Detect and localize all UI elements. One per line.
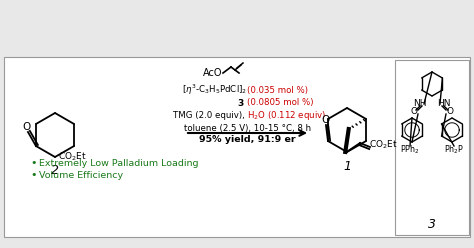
Text: 3: 3 <box>428 218 436 231</box>
Text: Ph$_2$P: Ph$_2$P <box>444 144 464 156</box>
Text: 3: 3 <box>238 98 247 107</box>
Text: CO$_2$Et: CO$_2$Et <box>369 139 398 151</box>
Text: Volume Efficiency: Volume Efficiency <box>39 171 123 180</box>
Text: O: O <box>410 107 418 117</box>
Text: (0.035 mol %): (0.035 mol %) <box>247 86 309 94</box>
Text: •: • <box>30 170 36 180</box>
Text: O: O <box>447 107 454 117</box>
Text: CO$_2$Et: CO$_2$Et <box>58 151 87 163</box>
Text: NH: NH <box>413 99 427 109</box>
Text: [$\eta^3$-C$_3$H$_5$PdCl]$_2$: [$\eta^3$-C$_3$H$_5$PdCl]$_2$ <box>182 83 247 97</box>
Text: TMG (2.0 equiv),: TMG (2.0 equiv), <box>173 112 247 121</box>
Text: 1: 1 <box>343 160 351 174</box>
Text: O: O <box>23 122 31 132</box>
Text: (0.0805 mol %): (0.0805 mol %) <box>247 98 314 107</box>
Text: Extremely Low Palladium Loading: Extremely Low Palladium Loading <box>39 158 199 167</box>
Text: PPh$_2$: PPh$_2$ <box>400 144 420 156</box>
FancyBboxPatch shape <box>395 60 469 235</box>
Text: 95% yield, 91:9 er: 95% yield, 91:9 er <box>199 135 296 145</box>
Text: O: O <box>322 115 330 125</box>
Text: H$_2$O (0.112 equiv): H$_2$O (0.112 equiv) <box>247 110 327 123</box>
Text: HN: HN <box>437 99 450 109</box>
Text: •: • <box>30 158 36 168</box>
FancyBboxPatch shape <box>4 57 470 237</box>
Text: toluene (2.5 V), 10-15 °C, 8 h: toluene (2.5 V), 10-15 °C, 8 h <box>184 124 311 132</box>
Text: AcO: AcO <box>202 68 222 78</box>
Text: 2: 2 <box>51 163 59 177</box>
